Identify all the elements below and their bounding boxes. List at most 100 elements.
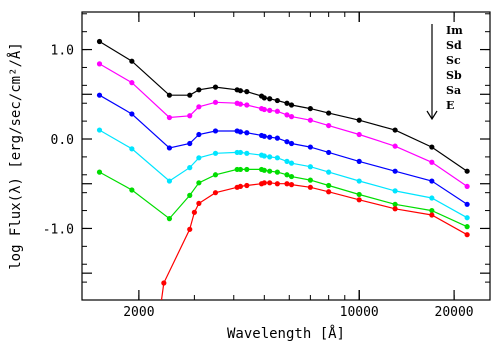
data-point — [284, 172, 290, 178]
data-point — [261, 106, 267, 113]
data-point — [261, 95, 267, 101]
series-2 — [96, 92, 470, 207]
data-point — [326, 169, 332, 175]
data-point — [392, 206, 398, 212]
legend-entry: Im — [446, 24, 463, 37]
series-3 — [96, 127, 470, 221]
legend-entry: Sd — [446, 39, 462, 52]
y-tick-label: -1.0 — [43, 222, 74, 237]
data-point — [429, 159, 435, 165]
legend-entry: Sa — [446, 84, 461, 97]
data-point — [196, 155, 202, 161]
data-point — [261, 180, 267, 186]
legend-entry: Sc — [446, 54, 461, 67]
data-point — [307, 105, 313, 112]
data-point — [267, 168, 273, 174]
data-point — [429, 144, 435, 150]
data-point — [284, 100, 290, 106]
y-axis-label: log Flux(λ) [erg/sec/cm²/Å] — [7, 42, 24, 270]
data-point — [237, 183, 244, 190]
data-point — [261, 153, 267, 159]
data-point — [166, 145, 173, 151]
data-point — [326, 182, 332, 189]
data-point — [326, 189, 332, 195]
data-point — [244, 130, 250, 136]
data-point — [464, 183, 470, 190]
data-point — [212, 128, 219, 134]
data-point — [187, 140, 193, 147]
data-point — [464, 168, 470, 174]
data-point — [307, 144, 313, 150]
data-point — [267, 96, 273, 102]
data-point — [129, 80, 135, 86]
data-point — [166, 114, 173, 121]
data-point — [212, 172, 219, 178]
data-point — [244, 150, 250, 156]
data-point — [429, 212, 435, 218]
data-point — [288, 102, 295, 108]
series-layer — [96, 38, 470, 300]
data-point — [166, 92, 173, 98]
data-point — [212, 84, 219, 90]
data-point — [166, 178, 173, 184]
data-point — [429, 207, 435, 214]
data-point — [237, 149, 244, 156]
data-point — [429, 195, 435, 201]
x-axis-label: Wavelength [Å] — [227, 325, 345, 342]
data-point — [191, 209, 197, 215]
y-tick-labels: 1.0 0.0 -1.0 — [43, 44, 74, 238]
data-point — [196, 131, 202, 138]
x-tick-label: 10000 — [340, 305, 379, 320]
data-point — [267, 134, 273, 140]
y-tick-label: 0.0 — [51, 133, 74, 148]
data-point — [267, 180, 273, 186]
data-point — [212, 190, 219, 196]
data-point — [464, 224, 470, 230]
data-point — [237, 101, 244, 107]
data-point — [288, 173, 295, 180]
data-point — [261, 133, 267, 139]
data-point — [187, 192, 193, 198]
plot-frame — [81, 11, 491, 301]
data-point — [288, 160, 295, 166]
data-point — [326, 110, 332, 116]
data-point — [307, 184, 313, 190]
data-point — [429, 178, 435, 184]
data-point — [166, 216, 173, 222]
data-point — [307, 177, 313, 183]
data-point — [237, 88, 244, 94]
data-point — [196, 180, 202, 186]
data-point — [392, 188, 398, 194]
data-point — [356, 158, 362, 164]
data-point — [392, 168, 398, 174]
data-point — [326, 122, 332, 129]
data-point — [196, 200, 202, 207]
data-point — [284, 139, 290, 145]
series-1 — [96, 61, 470, 190]
data-point — [187, 165, 193, 171]
data-point — [356, 131, 362, 138]
legend-entry: E — [446, 99, 454, 112]
legend-entry: Sb — [446, 69, 462, 82]
data-point — [288, 140, 295, 147]
data-point — [96, 92, 103, 98]
data-point — [274, 155, 280, 161]
data-point — [274, 169, 280, 175]
data-point — [274, 135, 280, 141]
x-tick-label: 20000 — [435, 305, 474, 320]
data-point — [237, 129, 244, 135]
data-point — [284, 112, 290, 118]
data-point — [274, 97, 280, 104]
data-point — [326, 149, 332, 156]
minor-ticks — [82, 12, 490, 301]
data-point — [244, 102, 250, 108]
data-point — [96, 127, 103, 133]
data-point — [356, 117, 362, 123]
major-ticks — [82, 12, 490, 300]
series-0 — [96, 38, 470, 174]
data-point — [129, 187, 135, 193]
data-point — [129, 111, 135, 117]
data-point — [267, 107, 273, 113]
data-point — [392, 143, 398, 149]
